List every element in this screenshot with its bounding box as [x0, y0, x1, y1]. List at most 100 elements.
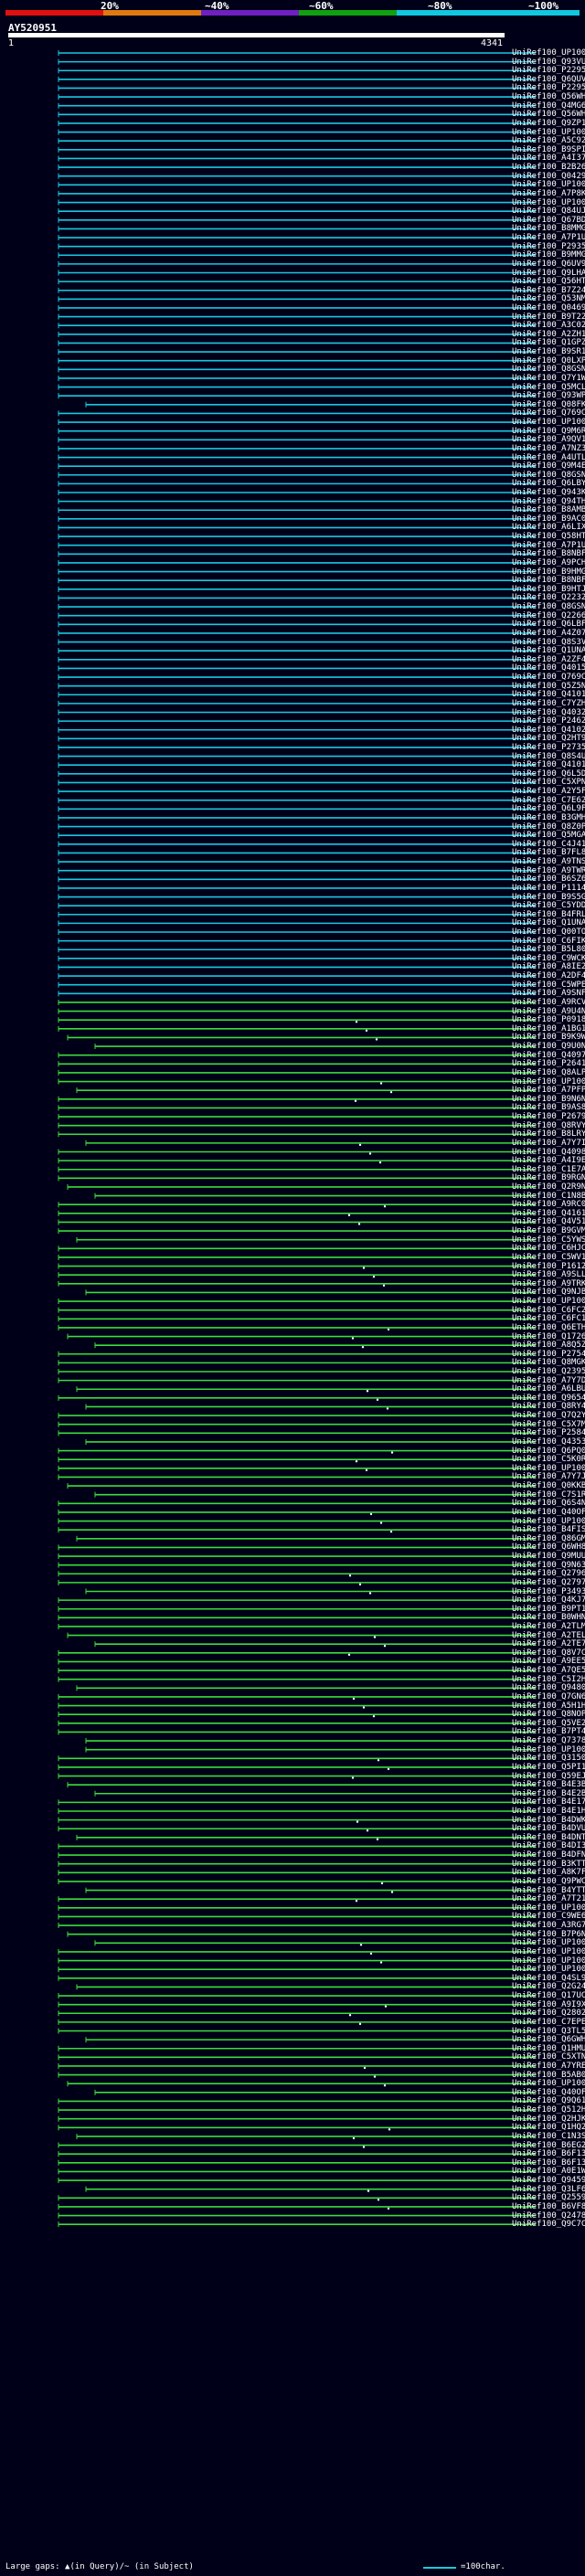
hit-label[interactable]: UniRef100_A9I9X4	[512, 1999, 585, 2009]
hit-label[interactable]: UniRef100_Q6ETH6	[512, 1322, 585, 1332]
hit-label[interactable]: UniRef100_A4I374	[512, 154, 585, 164]
hit-label[interactable]: UniRef100_Q43532	[512, 1436, 585, 1447]
hit-label[interactable]: UniRef100_Q4MG63	[512, 101, 585, 111]
hit-label[interactable]: UniRef100_A3RG79	[512, 1921, 585, 1931]
hit-label[interactable]: UniRef100_Q9MUU8	[512, 1552, 585, 1562]
hit-label[interactable]: UniRef100_A9SNF1	[512, 989, 585, 999]
hit-label[interactable]: UniRef100_A4UTL2	[512, 452, 585, 462]
hit-label[interactable]: UniRef100_A2DF47	[512, 971, 585, 981]
hit-label[interactable]: UniRef100_C7S1R9	[512, 1489, 585, 1500]
hit-label[interactable]: UniRef100_UP1000...	[512, 1965, 585, 1975]
hit-label[interactable]: UniRef100_B9RGN3	[512, 1173, 585, 1183]
hit-label[interactable]: UniRef100_Q9M6R1	[512, 426, 585, 436]
hit-label[interactable]: UniRef100_C9WE63	[512, 1912, 585, 1922]
hit-label[interactable]: UniRef100_C6FC15	[512, 1314, 585, 1324]
hit-label[interactable]: UniRef100_Q9NJB7	[512, 1288, 585, 1298]
hit-label[interactable]: UniRef100_Q5MCL0	[512, 382, 585, 392]
hit-label[interactable]: UniRef100_UP1000...	[512, 1297, 585, 1307]
hit-label[interactable]: UniRef100_Q41017	[512, 690, 585, 700]
hit-label[interactable]: UniRef100_P26413	[512, 1059, 585, 1069]
hit-label[interactable]: UniRef100_Q6LBF7	[512, 620, 585, 630]
hit-label[interactable]: UniRef100_A9U4N3	[512, 1006, 585, 1016]
hit-label[interactable]: UniRef100_UP1000...	[512, 1076, 585, 1087]
hit-label[interactable]: UniRef100_B8LRY5	[512, 1129, 585, 1140]
hit-label[interactable]: UniRef100_A7Y7I0	[512, 1138, 585, 1148]
hit-label[interactable]: UniRef100_B7Z242	[512, 285, 585, 295]
hit-label[interactable]: UniRef100_Q6GWH5	[512, 2035, 585, 2045]
hit-label[interactable]: UniRef100_B9MMG7	[512, 250, 585, 260]
hit-label[interactable]: UniRef100_Q56WH2	[512, 92, 585, 102]
hit-label[interactable]: UniRef100_Q6L9F6	[512, 804, 585, 814]
hit-label[interactable]: UniRef100_P29357	[512, 241, 585, 251]
hit-label[interactable]: UniRef100_B9S5G5	[512, 892, 585, 902]
hit-label[interactable]: UniRef100_Q1HMU3	[512, 2043, 585, 2053]
hit-label[interactable]: UniRef100_UP1000...	[512, 180, 585, 190]
hit-label[interactable]: UniRef100_Q8V7C3	[512, 1648, 585, 1658]
hit-label[interactable]: UniRef100_Q93WP3	[512, 391, 585, 401]
hit-label[interactable]: UniRef100_Q1GPZ1	[512, 338, 585, 348]
hit-label[interactable]: UniRef100_B8NBF4	[512, 549, 585, 559]
hit-label[interactable]: UniRef100_B4E2B8	[512, 1788, 585, 1798]
hit-label[interactable]: UniRef100_Q8GSN2	[512, 470, 585, 480]
hit-label[interactable]: UniRef100_A3C027	[512, 321, 585, 331]
hit-label[interactable]: UniRef100_A9RCV9	[512, 997, 585, 1007]
hit-label[interactable]: UniRef100_Q40979	[512, 1050, 585, 1060]
hit-label[interactable]: UniRef100_Q41016	[512, 760, 585, 770]
hit-label[interactable]: UniRef100_UP1000...	[512, 1946, 585, 1956]
hit-label[interactable]: UniRef100_B9SR13	[512, 347, 585, 357]
hit-label[interactable]: UniRef100_Q40OF3	[512, 1507, 585, 1517]
hit-label[interactable]: UniRef100_Q9Q614	[512, 2096, 585, 2106]
hit-label[interactable]: UniRef100_UP1000...	[512, 418, 585, 428]
hit-label[interactable]: UniRef100_Q22329	[512, 593, 585, 603]
hit-label[interactable]: UniRef100_Q96541	[512, 1393, 585, 1403]
hit-label[interactable]: UniRef100_Q56WH6	[512, 110, 585, 120]
hit-label[interactable]: UniRef100_C9WCK6	[512, 953, 585, 963]
hit-label[interactable]: UniRef100_B9SPI7	[512, 144, 585, 154]
hit-label[interactable]: UniRef100_Q9PWC3	[512, 1876, 585, 1886]
hit-label[interactable]: UniRef100_B9GVM8	[512, 1226, 585, 1236]
hit-label[interactable]: UniRef100_Q8S3V2	[512, 637, 585, 647]
hit-label[interactable]: UniRef100_Q943K7	[512, 488, 585, 497]
hit-label[interactable]: UniRef100_Q17UC1	[512, 1991, 585, 2001]
hit-label[interactable]: UniRef100_B5L808	[512, 945, 585, 955]
hit-label[interactable]: UniRef100_P11143	[512, 883, 585, 893]
hit-label[interactable]: UniRef100_B4DWK5	[512, 1815, 585, 1825]
hit-label[interactable]: UniRef100_Q7Y1W0	[512, 373, 585, 383]
hit-label[interactable]: UniRef100_Q86GM8	[512, 1533, 585, 1543]
hit-label[interactable]: UniRef100_Q41027	[512, 725, 585, 735]
hit-label[interactable]: UniRef100_B4FIS0	[512, 1525, 585, 1535]
hit-label[interactable]: UniRef100_A0E1W2	[512, 2167, 585, 2177]
hit-label[interactable]: UniRef100_C5YWS3	[512, 1235, 585, 1245]
hit-label[interactable]: UniRef100_Q9LHA6	[512, 268, 585, 278]
hit-label[interactable]: UniRef100_B4DI39	[512, 1841, 585, 1851]
hit-label[interactable]: UniRef100_Q73780	[512, 1736, 585, 1746]
hit-label[interactable]: UniRef100_Q4SL93	[512, 1973, 585, 1983]
hit-label[interactable]: UniRef100_C6FIK2	[512, 936, 585, 946]
hit-label[interactable]: UniRef100_Q8GSN4	[512, 365, 585, 375]
hit-label[interactable]: UniRef100_Q40151	[512, 663, 585, 673]
hit-label[interactable]: UniRef100_Q5VE24	[512, 1718, 585, 1728]
hit-label[interactable]: UniRef100_B4DNT8	[512, 1832, 585, 1842]
hit-label[interactable]: UniRef100_Q84UJ3	[512, 207, 585, 217]
hit-label[interactable]: UniRef100_Q25592	[512, 2193, 585, 2203]
hit-label[interactable]: UniRef100_B6F133	[512, 2157, 585, 2168]
hit-label[interactable]: UniRef100_Q4KJ79	[512, 1595, 585, 1606]
hit-label[interactable]: UniRef100_A9TWR9	[512, 865, 585, 875]
hit-label[interactable]: UniRef100_P27350	[512, 742, 585, 752]
hit-label[interactable]: UniRef100_Q94TH1	[512, 496, 585, 506]
hit-label[interactable]: UniRef100_Q24789	[512, 2210, 585, 2221]
hit-label[interactable]: UniRef100_A7P8K9	[512, 188, 585, 198]
hit-label[interactable]: UniRef100_Q0KKB3	[512, 1481, 585, 1491]
hit-label[interactable]: UniRef100_B8NBF3	[512, 576, 585, 586]
hit-label[interactable]: UniRef100_A8K7F0	[512, 1868, 585, 1878]
hit-label[interactable]: UniRef100_Q8MGK9	[512, 1358, 585, 1368]
hit-label[interactable]: UniRef100_A2TE70	[512, 1639, 585, 1649]
hit-label[interactable]: UniRef100_Q17267	[512, 1331, 585, 1341]
hit-label[interactable]: UniRef100_C5I2H4	[512, 1674, 585, 1684]
hit-label[interactable]: UniRef100_P22953	[512, 66, 585, 76]
hit-label[interactable]: UniRef100_C7EPE7	[512, 2017, 585, 2027]
hit-label[interactable]: UniRef100_A8IE24	[512, 962, 585, 972]
hit-label[interactable]: UniRef100_UP1000...	[512, 48, 585, 58]
hit-label[interactable]: UniRef100_B9N6N1	[512, 1094, 585, 1104]
hit-label[interactable]: UniRef100_A7T217	[512, 1894, 585, 1904]
